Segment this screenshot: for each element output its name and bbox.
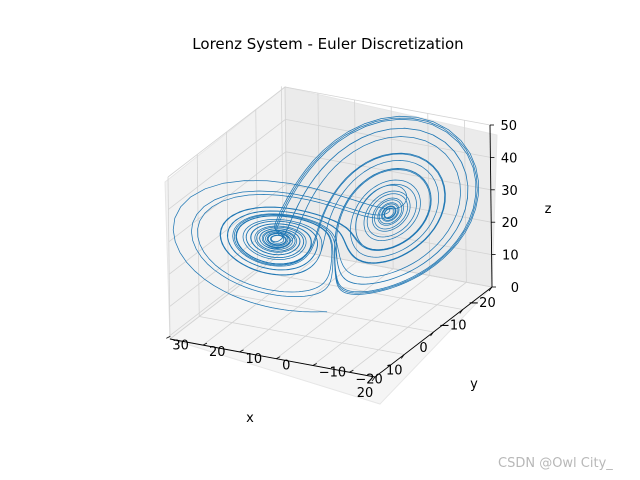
z-tick-label: 40	[501, 151, 518, 166]
x-axis-label: x	[246, 411, 254, 426]
grid-line-x	[228, 293, 434, 333]
z-tick-label: 20	[502, 216, 519, 231]
grid-line-z	[286, 248, 493, 288]
grid-line-y	[354, 99, 357, 262]
series-line	[172, 115, 479, 313]
grid-line-x	[167, 176, 171, 340]
grid-line-z	[169, 216, 287, 307]
x-tick-label: −20	[468, 296, 495, 311]
grid-line-x	[199, 316, 405, 355]
grid-line-y	[463, 120, 467, 283]
grid-line-y	[390, 106, 394, 269]
y-tick-mark	[202, 342, 208, 346]
z-tick-label: 30	[501, 184, 518, 199]
x-tick-mark	[371, 376, 376, 382]
x-tick-label: 0	[419, 341, 427, 356]
grid-line-x	[226, 131, 229, 295]
y-tick-label: −10	[319, 365, 346, 380]
z-tick-label: 0	[511, 281, 519, 296]
grid-line-y	[317, 93, 321, 256]
y-tick-mark	[349, 369, 354, 373]
x-tick-label: 20	[357, 386, 374, 401]
x-tick-mark	[488, 286, 493, 292]
y-tick-mark	[239, 349, 244, 353]
series-line-layer	[172, 115, 479, 313]
x-tick-label: 10	[386, 364, 403, 379]
grid-lines	[166, 86, 493, 378]
z-axis-line	[489, 124, 493, 288]
grid-line-z	[168, 119, 286, 210]
grid-line-y	[202, 254, 321, 346]
grid-line-z	[167, 86, 286, 178]
y-tick-label: 10	[246, 352, 263, 367]
y-tick-label: 20	[209, 345, 226, 360]
grid-line-z	[285, 119, 491, 158]
grid-line-y	[349, 281, 467, 373]
z-axis-label: z	[545, 202, 552, 217]
y-axis-line	[169, 338, 376, 378]
z-tick-label: 10	[502, 249, 519, 264]
grid-line-y	[312, 275, 431, 366]
grid-line-z	[168, 151, 287, 243]
grid-line-y	[427, 113, 431, 276]
y-tick-label: 30	[172, 338, 189, 353]
watermark: CSDN @Owl City_	[498, 456, 613, 471]
chart-title: Lorenz System - Euler Discretization	[192, 35, 463, 53]
x-tick-mark	[459, 309, 464, 314]
x-tick-mark	[400, 354, 405, 359]
x-tick-label: −10	[439, 319, 466, 334]
z-tick-label: 50	[500, 119, 517, 134]
y-axis-label: y	[470, 377, 478, 392]
grid-line-z	[168, 183, 287, 275]
y-tick-mark	[166, 335, 171, 339]
y-tick-label: 0	[282, 359, 290, 374]
grid-line-x	[196, 154, 200, 317]
y-tick-mark	[275, 356, 281, 360]
y-tick-mark	[312, 363, 317, 366]
x-tick-mark	[430, 331, 434, 337]
y-tick-label: −20	[355, 372, 382, 387]
grid-line-x	[257, 271, 463, 310]
grid-line-z	[284, 86, 491, 126]
